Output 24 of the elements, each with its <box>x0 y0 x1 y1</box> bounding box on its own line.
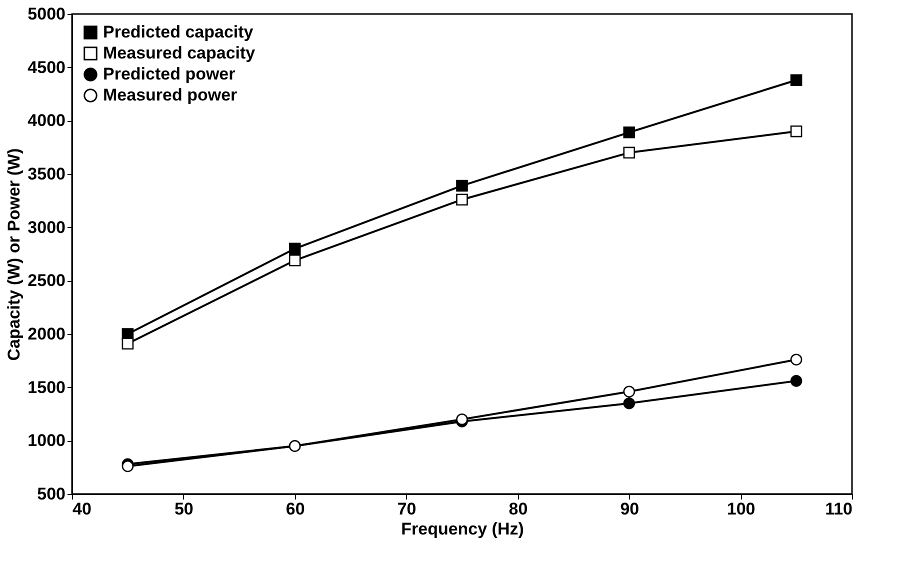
x-tick-label: 70 <box>397 500 416 518</box>
y-tick-label: 2000 <box>28 324 66 344</box>
y-tick-label: 1000 <box>28 431 66 450</box>
y-tick-label: 2500 <box>28 271 66 290</box>
x-tick-label: 90 <box>620 500 640 518</box>
x-tick-label: 50 <box>174 500 194 518</box>
y-tick-label: 3000 <box>28 218 66 237</box>
x-tick-label: 80 <box>508 500 528 518</box>
y-tick-label: 1500 <box>28 378 66 397</box>
x-tick-label: 40 <box>72 500 92 518</box>
y-tick-label: 4000 <box>28 111 66 130</box>
x-tick-label: 100 <box>726 500 756 518</box>
legend-label: Measured capacity <box>103 44 256 62</box>
x-tick-label: 110 <box>825 500 852 518</box>
x-axis-title: Frequency (Hz) <box>401 520 524 538</box>
y-tick-label: 3500 <box>28 164 66 184</box>
y-axis-title: Capacity (W) or Power (W) <box>4 148 24 361</box>
y-tick-label: 5000 <box>28 4 66 24</box>
y-tick-label: 4500 <box>28 58 66 77</box>
legend-label: Measured power <box>103 86 238 104</box>
legend-label: Predicted capacity <box>103 22 254 42</box>
y-tick-label: 500 <box>37 484 66 504</box>
x-tick-label: 60 <box>286 500 305 518</box>
legend-label: Predicted power <box>103 64 236 84</box>
